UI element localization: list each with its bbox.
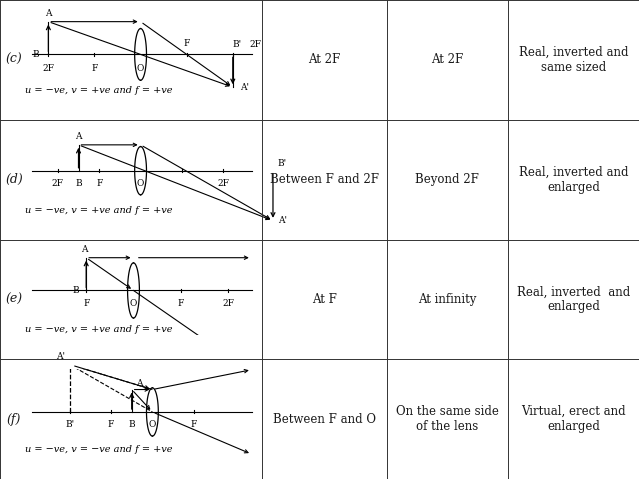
Text: F: F	[83, 299, 89, 308]
Text: B': B'	[233, 40, 242, 49]
Text: On the same side
of the lens: On the same side of the lens	[396, 405, 498, 433]
Text: O: O	[149, 420, 156, 429]
Text: B': B'	[278, 159, 287, 168]
Text: A: A	[81, 245, 87, 254]
Text: A: A	[45, 9, 52, 18]
Text: 2F: 2F	[52, 179, 64, 188]
Text: F: F	[91, 64, 98, 73]
Text: B: B	[75, 179, 82, 188]
Text: F: F	[190, 420, 197, 429]
Text: Real, inverted and
same sized: Real, inverted and same sized	[519, 46, 628, 74]
Text: 2F: 2F	[249, 40, 261, 49]
Text: B': B'	[65, 420, 74, 429]
Text: 2F: 2F	[217, 179, 229, 188]
Text: (e): (e)	[6, 293, 22, 306]
Text: A': A'	[56, 352, 65, 361]
Text: B: B	[33, 50, 39, 59]
Text: F: F	[108, 420, 114, 429]
Text: A': A'	[278, 216, 287, 225]
Text: u = −ve, v = +ve and f = +ve: u = −ve, v = +ve and f = +ve	[25, 325, 173, 334]
Text: (d): (d)	[5, 173, 23, 186]
Text: Virtual, erect and
enlarged: Virtual, erect and enlarged	[521, 405, 626, 433]
Text: (f): (f)	[7, 412, 21, 426]
Text: At F: At F	[312, 293, 337, 306]
Text: O: O	[130, 299, 137, 308]
Text: u = −ve, v = +ve and f = +ve: u = −ve, v = +ve and f = +ve	[25, 86, 173, 95]
Text: Beyond 2F: Beyond 2F	[415, 173, 479, 186]
Text: O: O	[137, 64, 144, 73]
Text: Between F and O: Between F and O	[273, 412, 376, 426]
Text: F: F	[183, 39, 190, 48]
Text: A: A	[137, 379, 143, 388]
Text: A: A	[75, 132, 82, 141]
Text: B: B	[128, 420, 135, 429]
Text: F: F	[178, 299, 184, 308]
Text: u = −ve, v = +ve and f = +ve: u = −ve, v = +ve and f = +ve	[25, 205, 173, 215]
Text: F: F	[96, 179, 102, 188]
Text: B: B	[72, 286, 79, 295]
Text: 2F: 2F	[222, 299, 234, 308]
Text: 2F: 2F	[42, 64, 54, 73]
Text: A': A'	[240, 83, 249, 91]
Text: (c): (c)	[6, 53, 22, 67]
Text: At infinity: At infinity	[418, 293, 477, 306]
Text: u = −ve, v = −ve and f = +ve: u = −ve, v = −ve and f = +ve	[25, 445, 173, 454]
Text: Real, inverted and
enlarged: Real, inverted and enlarged	[519, 166, 628, 194]
Text: At 2F: At 2F	[308, 53, 341, 67]
Text: At 2F: At 2F	[431, 53, 463, 67]
Text: Real, inverted  and
enlarged: Real, inverted and enlarged	[517, 285, 630, 313]
Text: O: O	[137, 179, 144, 188]
Text: Between F and 2F: Between F and 2F	[270, 173, 379, 186]
